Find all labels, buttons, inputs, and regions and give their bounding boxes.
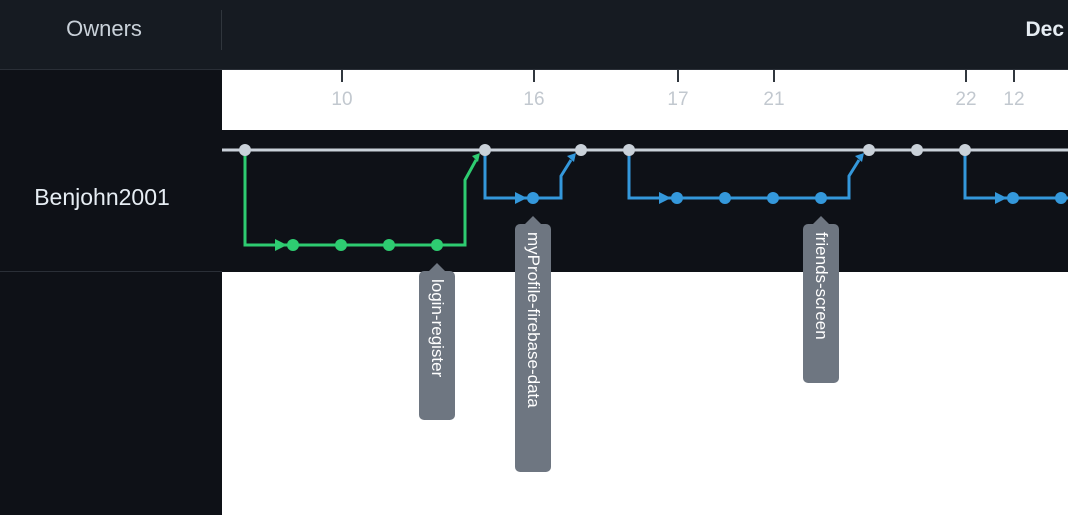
commit-dot[interactable] <box>815 192 827 204</box>
owner-row-band <box>222 130 1068 272</box>
commit-dot[interactable] <box>623 144 635 156</box>
commit-dot[interactable] <box>383 239 395 251</box>
commit-dot[interactable] <box>959 144 971 156</box>
branch-path <box>963 150 1068 200</box>
owners-heading: Owners <box>66 16 142 41</box>
main-commits <box>239 144 971 156</box>
commit-dot[interactable] <box>527 192 539 204</box>
date-axis: 10 16 17 21 22 12 <box>331 70 1025 110</box>
arrow-right-icon <box>515 192 527 204</box>
row-divider <box>0 271 222 272</box>
commit-dot[interactable] <box>287 239 299 251</box>
graph-header: Owners Dec <box>0 0 1068 70</box>
date-label: 17 <box>667 89 688 110</box>
date-label: 12 <box>1003 89 1024 110</box>
branch-myprofile-firebase-data <box>483 150 576 204</box>
commit-dot[interactable] <box>239 144 251 156</box>
commit-dot[interactable] <box>767 192 779 204</box>
date-label: 21 <box>763 89 784 110</box>
commit-dot[interactable] <box>671 192 683 204</box>
commit-dot[interactable] <box>1007 192 1019 204</box>
commit-dot[interactable] <box>863 144 875 156</box>
commit-dot[interactable] <box>575 144 587 156</box>
branch-path <box>483 150 573 200</box>
commit-dot[interactable] <box>911 144 923 156</box>
branch-friends-screen <box>627 150 864 204</box>
arrow-up-icon <box>567 153 576 162</box>
commit-dot[interactable] <box>479 144 491 156</box>
branch-offscreen <box>963 150 1068 204</box>
arrow-up-icon <box>472 153 480 162</box>
date-label: 22 <box>955 89 976 110</box>
owners-sidebar <box>0 0 222 515</box>
branch-tag-label: myProfile-firebase-data <box>524 232 543 408</box>
date-label: 10 <box>331 89 352 110</box>
arrow-right-icon <box>995 192 1007 204</box>
commit-dot[interactable] <box>719 192 731 204</box>
header-divider <box>221 10 222 50</box>
branch-tag[interactable]: friends-screen <box>803 216 839 383</box>
arrow-up-icon <box>855 153 864 162</box>
branch-tag[interactable]: login-register <box>419 263 455 420</box>
month-label: Dec <box>1025 18 1064 41</box>
commit-dot[interactable] <box>335 239 347 251</box>
owner-name[interactable]: Benjohn2001 <box>34 184 170 210</box>
branch-login-register <box>243 150 480 251</box>
date-label: 16 <box>523 89 544 110</box>
commit-dot[interactable] <box>1055 192 1067 204</box>
branch-tag-label: login-register <box>428 279 447 378</box>
commit-dot[interactable] <box>431 239 443 251</box>
branch-tag-label: friends-screen <box>812 232 831 340</box>
arrow-right-icon <box>659 192 671 204</box>
arrow-right-icon <box>275 239 287 251</box>
branch-tag[interactable]: myProfile-firebase-data <box>515 216 551 472</box>
